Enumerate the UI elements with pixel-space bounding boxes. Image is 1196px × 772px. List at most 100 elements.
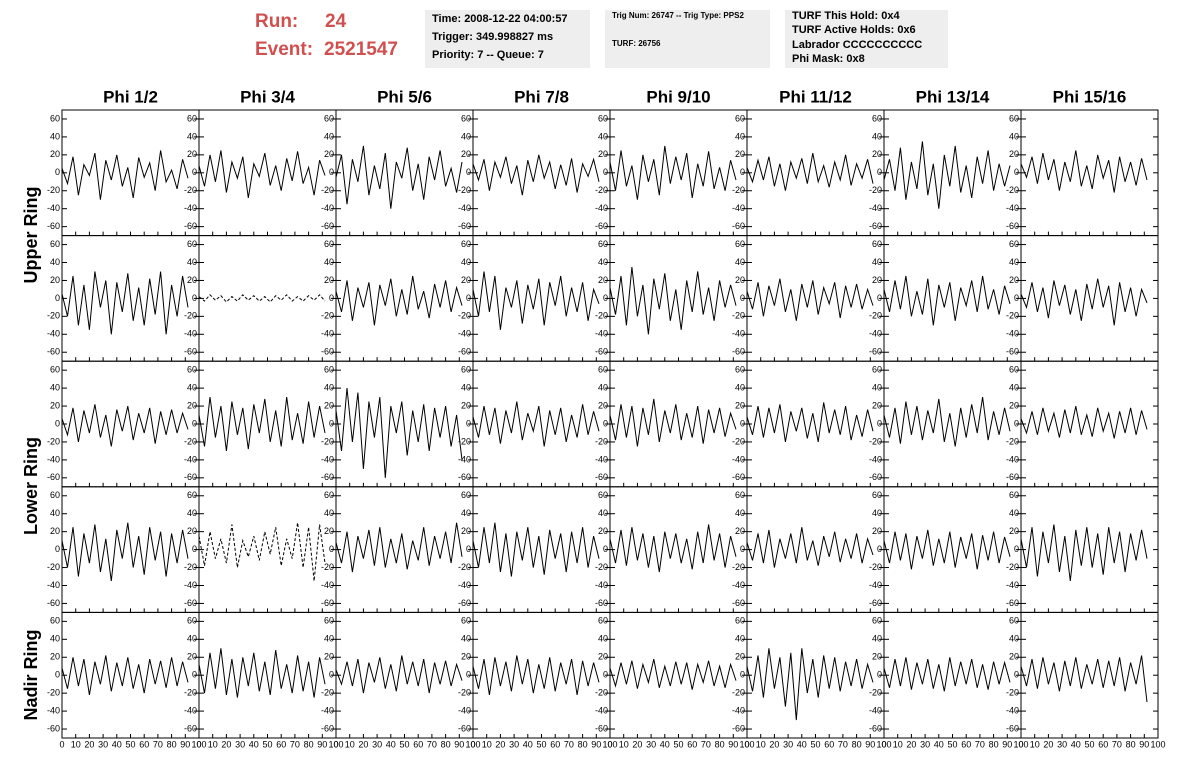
y-tick-label: 60 [324,113,334,123]
y-tick-label: -60 [321,472,334,482]
x-tick-label: 20 [632,739,642,749]
x-tick-label: 80 [441,739,451,749]
y-tick-label: -20 [732,311,745,321]
y-tick-label: -40 [869,329,882,339]
column-header: Phi 5/6 [377,87,432,106]
x-tick-label: 20 [221,739,231,749]
y-tick-label: 0 [877,167,882,177]
info-text: Phi Mask: 0x8 [792,53,865,65]
y-tick-label: -60 [184,598,197,608]
y-tick-label: -20 [595,562,608,572]
y-tick-label: 60 [735,365,745,375]
x-tick-label: 0 [607,739,612,749]
y-tick-label: -20 [1006,562,1019,572]
run-label: Run: [255,11,298,32]
y-tick-label: -60 [458,723,471,733]
waveform [746,648,874,721]
y-tick-label: -40 [595,203,608,213]
y-tick-label: 0 [877,293,882,303]
y-tick-label: -60 [869,347,882,357]
y-tick-label: -60 [321,723,334,733]
x-tick-label: 90 [1139,739,1149,749]
y-tick-label: 0 [877,544,882,554]
info-text: Time: 2008-12-22 04:00:57 [432,13,568,25]
x-tick-label: 90 [180,739,190,749]
y-tick-label: 40 [187,634,197,644]
y-tick-label: -40 [732,454,745,464]
waveform [198,397,326,451]
y-tick-label: 20 [872,526,882,536]
y-tick-label: -60 [458,598,471,608]
x-tick-label: 20 [495,739,505,749]
y-tick-label: 40 [872,131,882,141]
x-tick-label: 70 [1112,739,1122,749]
y-tick-label: 40 [50,257,60,267]
y-tick-label: -40 [321,454,334,464]
y-tick-label: -20 [732,436,745,446]
y-tick-label: -40 [321,580,334,590]
y-tick-label: 20 [735,149,745,159]
y-tick-label: -40 [1006,329,1019,339]
y-tick-label: 20 [461,526,471,536]
y-tick-label: -40 [321,705,334,715]
x-tick-label: 70 [290,739,300,749]
x-tick-label: 10 [482,739,492,749]
y-tick-label: -20 [458,562,471,572]
x-tick-label: 0 [744,739,749,749]
y-tick-label: -60 [184,221,197,231]
y-tick-label: -40 [184,203,197,213]
y-tick-label: 0 [603,293,608,303]
x-tick-label: 60 [1098,739,1108,749]
y-tick-label: -20 [595,436,608,446]
y-tick-label: 60 [50,616,60,626]
waveform [335,655,463,694]
y-tick-label: 0 [192,418,197,428]
info-box [785,10,948,68]
y-tick-label: 0 [466,544,471,554]
y-tick-label: 20 [1009,526,1019,536]
x-tick-label: 30 [783,739,793,749]
y-tick-label: 40 [50,131,60,141]
y-tick-label: 60 [872,113,882,123]
y-tick-label: -60 [595,472,608,482]
x-tick-label: 90 [728,739,738,749]
y-tick-label: 40 [324,257,334,267]
waveform [609,524,737,573]
x-tick-label: 30 [372,739,382,749]
y-tick-label: 20 [598,526,608,536]
y-tick-label: 20 [1009,275,1019,285]
y-tick-label: -40 [595,329,608,339]
x-tick-label: 70 [975,739,985,749]
waveform [61,404,189,447]
y-tick-label: -20 [458,688,471,698]
y-tick-label: 60 [187,365,197,375]
run-value: 24 [325,11,347,32]
y-tick-label: -40 [47,329,60,339]
y-tick-label: 60 [598,239,608,249]
y-tick-label: -40 [184,705,197,715]
x-tick-label: 70 [838,739,848,749]
y-tick-label: -20 [321,436,334,446]
x-tick-label: 50 [399,739,409,749]
y-tick-label: 0 [877,670,882,680]
y-tick-label: -40 [1006,705,1019,715]
ring-label: Upper Ring [21,187,41,284]
y-tick-label: 20 [187,400,197,410]
y-tick-label: -40 [458,329,471,339]
x-tick-label: 100 [739,739,754,749]
event-label: Event: [255,39,313,60]
y-tick-label: 60 [735,239,745,249]
y-tick-label: -20 [184,688,197,698]
y-tick-label: -40 [732,203,745,213]
y-tick-label: -20 [184,436,197,446]
x-tick-label: 100 [1150,739,1165,749]
x-tick-label: 100 [1013,739,1028,749]
y-tick-label: 20 [187,149,197,159]
y-tick-label: 40 [735,634,745,644]
y-tick-label: 60 [324,365,334,375]
y-tick-label: -60 [1006,221,1019,231]
y-tick-label: 0 [329,544,334,554]
y-tick-label: 60 [461,239,471,249]
x-tick-label: 70 [153,739,163,749]
x-tick-label: 20 [906,739,916,749]
